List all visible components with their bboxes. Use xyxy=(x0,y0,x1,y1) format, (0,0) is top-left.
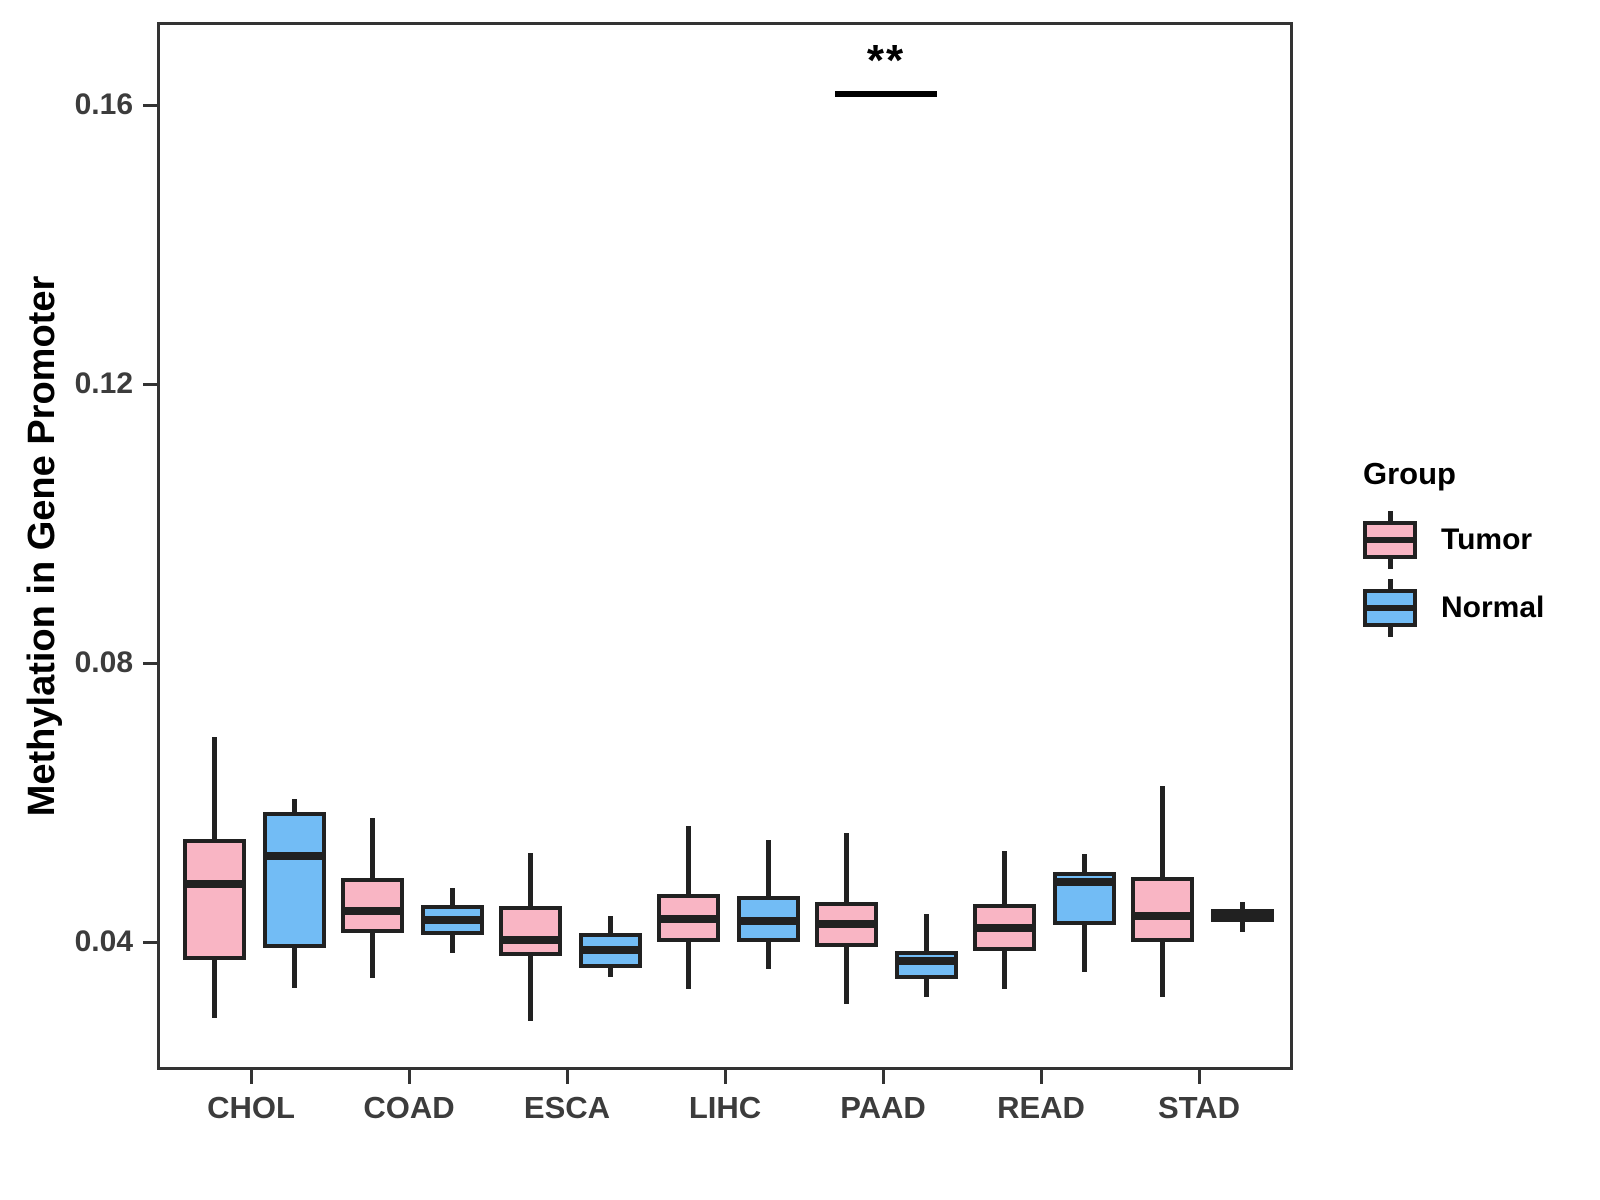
median-read-normal xyxy=(1052,878,1116,887)
median-chol-tumor xyxy=(182,880,246,889)
legend-key-median xyxy=(1363,605,1417,611)
median-esca-normal xyxy=(578,945,642,954)
median-lihc-normal xyxy=(736,916,800,925)
y-tick-label: 0.04 xyxy=(74,925,133,958)
x-tick-label-read: READ xyxy=(997,1090,1085,1125)
x-tick-label-esca: ESCA xyxy=(523,1090,611,1125)
median-stad-tumor xyxy=(1130,912,1194,921)
median-lihc-tumor xyxy=(656,915,720,924)
median-coad-tumor xyxy=(340,906,404,915)
plot-panel: ** xyxy=(157,22,1293,1070)
box-stad-tumor xyxy=(1130,876,1194,943)
x-tick xyxy=(881,1070,885,1084)
median-coad-normal xyxy=(420,915,484,924)
x-tick xyxy=(723,1070,727,1084)
box-chol-tumor xyxy=(182,838,246,961)
legend-entry-tumor: Tumor xyxy=(1363,506,1544,574)
x-tick xyxy=(1039,1070,1043,1084)
y-tick xyxy=(143,382,157,386)
x-tick xyxy=(407,1070,411,1084)
y-tick xyxy=(143,661,157,665)
median-paad-tumor xyxy=(814,920,878,929)
significance-label: ** xyxy=(866,36,906,86)
legend-label-normal: Normal xyxy=(1441,591,1545,624)
legend-key-median xyxy=(1363,537,1417,543)
median-read-tumor xyxy=(972,924,1036,933)
legend-title: Group xyxy=(1363,456,1456,491)
legend-key-tumor-icon xyxy=(1363,511,1417,569)
x-tick-label-chol: CHOL xyxy=(207,1090,295,1125)
x-tick xyxy=(1197,1070,1201,1084)
x-tick-label-lihc: LIHC xyxy=(688,1090,762,1125)
x-tick xyxy=(249,1070,253,1084)
y-tick xyxy=(143,103,157,107)
box-chol-normal xyxy=(262,812,326,948)
y-tick-label: 0.16 xyxy=(74,88,133,121)
legend-key-normal-icon xyxy=(1363,579,1417,637)
legend-label-tumor: Tumor xyxy=(1441,523,1533,556)
legend-entry-normal: Normal xyxy=(1363,574,1544,642)
x-tick-label-paad: PAAD xyxy=(840,1090,926,1125)
x-tick-label-coad: COAD xyxy=(363,1090,455,1125)
box-esca-tumor xyxy=(498,905,562,957)
y-tick xyxy=(143,940,157,944)
median-esca-tumor xyxy=(498,936,562,945)
box-coad-tumor xyxy=(340,878,404,934)
legend: Group Tumor Normal xyxy=(1363,456,1544,642)
x-tick-label-stad: STAD xyxy=(1157,1090,1241,1125)
median-stad-normal xyxy=(1210,911,1274,920)
median-paad-normal xyxy=(894,957,958,966)
significance-bracket xyxy=(835,91,937,98)
x-tick xyxy=(565,1070,569,1084)
y-tick-label: 0.12 xyxy=(74,367,133,400)
legend-entries: Tumor Normal xyxy=(1363,506,1544,642)
y-tick-label: 0.08 xyxy=(74,646,133,679)
median-chol-normal xyxy=(262,852,326,861)
y-axis-title: Methylation in Gene Promoter xyxy=(21,275,63,817)
box-paad-normal xyxy=(894,951,958,980)
